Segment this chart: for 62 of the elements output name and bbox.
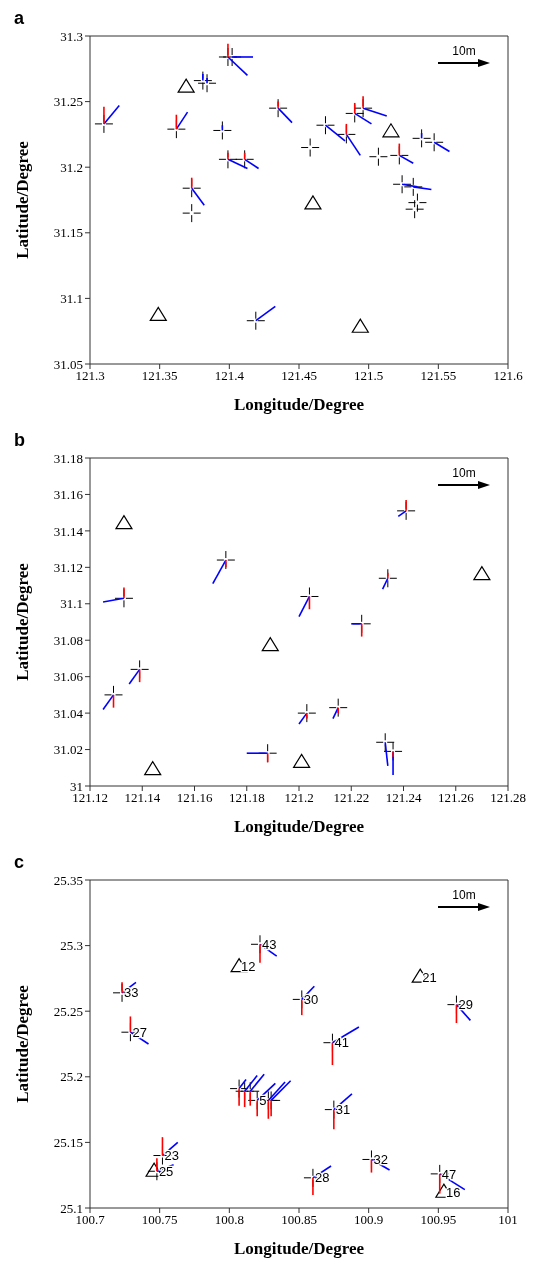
annotation: 10m: [451, 44, 477, 58]
chart-title: a: [14, 8, 25, 29]
x-tick-label: 121.5: [354, 368, 384, 384]
x-axis-title: Longitude/Degree: [233, 1239, 365, 1258]
annotation: 32: [373, 1152, 388, 1168]
y-tick-label: 31.08: [53, 632, 83, 648]
x-tick-label: 100.9: [354, 1212, 384, 1228]
annotation: 33: [124, 985, 139, 1001]
annotation: 43: [261, 936, 277, 952]
chart-title: b: [14, 430, 25, 451]
annotation: 23: [164, 1148, 179, 1164]
y-tick-label: 31.14: [53, 523, 84, 539]
chart-title: c: [14, 852, 25, 873]
annotation: 29: [458, 997, 473, 1013]
y-tick-label: 31.04: [53, 705, 84, 721]
x-tick-label: 121.45: [281, 368, 317, 384]
x-tick-label: 100.8: [214, 1212, 244, 1228]
y-tick-label: 31.12: [53, 559, 83, 575]
x-tick-label: 100.95: [420, 1212, 457, 1228]
annotation: 47: [441, 1166, 457, 1182]
x-tick-label: 101: [498, 1212, 518, 1228]
x-axis-title: Longitude/Degree: [233, 817, 365, 836]
y-axis-title: Latitude/Degree: [13, 984, 33, 1103]
x-tick-label: 121.4: [214, 368, 245, 384]
y-axis-title: Latitude/Degree: [13, 562, 33, 681]
y-tick-label: 31.15: [53, 225, 83, 241]
x-tick-label: 121.35: [141, 368, 178, 384]
x-tick-label: 121.2: [284, 790, 314, 806]
annotation: 10m: [451, 888, 477, 902]
y-tick-label: 31.18: [53, 450, 83, 466]
x-tick-label: 100.85: [281, 1212, 317, 1228]
x-tick-label: 121.26: [437, 790, 475, 806]
y-tick-label: 31.1: [60, 291, 83, 307]
y-tick-label: 25.15: [53, 1135, 83, 1151]
y-tick-label: 25.35: [53, 872, 83, 888]
annotation: 28: [314, 1170, 330, 1186]
x-tick-label: 121.14: [124, 790, 161, 806]
annotation: 41: [334, 1035, 349, 1051]
x-tick-label: 121.22: [333, 790, 370, 806]
annotation: 10m: [451, 466, 477, 480]
x-tick-label: 100.75: [141, 1212, 178, 1228]
y-tick-label: 31.02: [53, 742, 83, 758]
x-tick-label: 121.24: [385, 790, 422, 806]
y-tick-label: 31.06: [53, 669, 84, 685]
y-tick-label: 31.2: [60, 159, 83, 175]
x-tick-label: 121.55: [420, 368, 457, 384]
y-tick-label: 25.3: [60, 938, 83, 954]
annotation: 27: [132, 1024, 147, 1040]
x-tick-label: 121.18: [228, 790, 265, 806]
y-tick-label: 25.2: [60, 1069, 83, 1085]
y-tick-label: 31.16: [53, 487, 84, 503]
y-tick-label: 31.25: [53, 94, 83, 110]
annotation: 30: [303, 992, 319, 1008]
x-axis-title: Longitude/Degree: [233, 395, 365, 414]
y-tick-label: 31.1: [60, 596, 83, 612]
x-tick-label: 121.16: [176, 790, 213, 806]
y-tick-label: 31.3: [60, 28, 83, 44]
y-axis-title: Latitude/Degree: [13, 140, 33, 259]
y-tick-label: 25.25: [53, 1003, 83, 1019]
annotation: 31: [335, 1102, 351, 1118]
x-tick-label: 121.6: [493, 368, 524, 384]
x-tick-label: 121.28: [490, 790, 526, 806]
